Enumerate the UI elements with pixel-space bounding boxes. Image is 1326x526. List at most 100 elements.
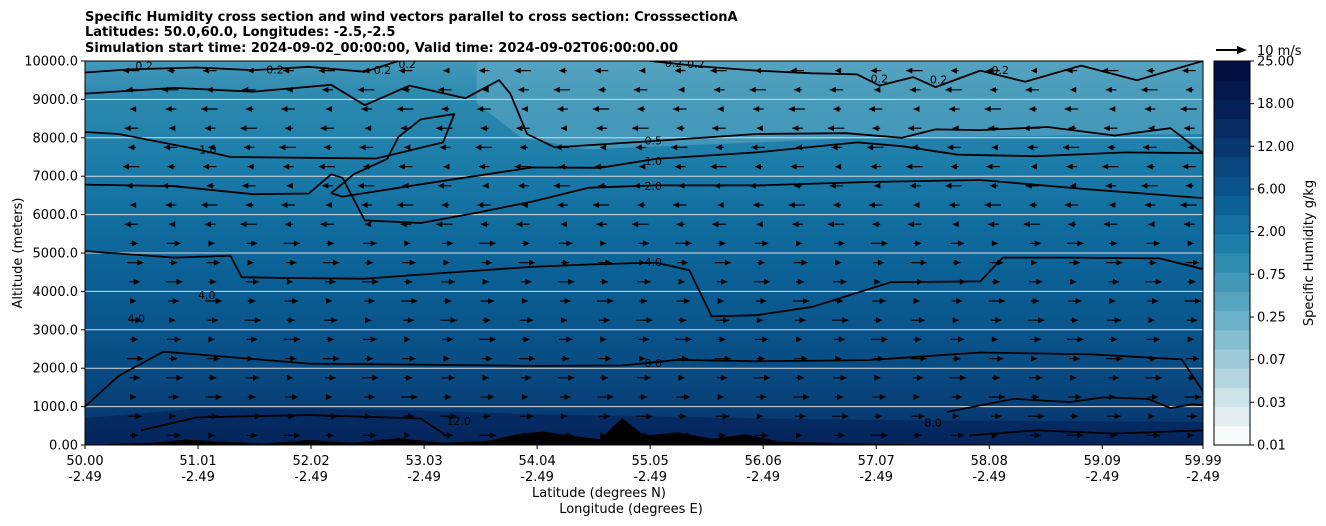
contour-label: 4.0	[645, 256, 663, 269]
wind-vector-head	[723, 413, 730, 420]
wind-vector-head	[639, 163, 646, 170]
wind-vector-head	[370, 240, 377, 247]
x-tick-label-latitude: 50.00	[66, 454, 103, 469]
title-line-2: Latitudes: 50.0,60.0, Longitudes: -2.5,-…	[85, 25, 395, 40]
wind-vector-head	[527, 413, 534, 420]
wind-vector-head	[712, 125, 719, 132]
x-tick-label-longitude: -2.49	[1085, 470, 1119, 485]
wind-vector-head	[560, 317, 567, 324]
wind-vector-head	[361, 202, 368, 208]
wind-vector-head	[1025, 86, 1032, 93]
wind-vector-head	[281, 106, 288, 112]
wind-vector-head	[680, 413, 687, 420]
wind-vector-head	[764, 374, 771, 381]
wind-vector-head	[247, 163, 254, 170]
wind-vector-head	[906, 163, 913, 170]
wind-vector-head	[292, 394, 299, 400]
wind-vector-head	[406, 278, 413, 285]
wind-vector-head	[721, 278, 728, 285]
wind-vector-head	[831, 144, 838, 151]
x-tick-label-longitude: -2.49	[746, 470, 780, 485]
wind-vector-head	[562, 355, 569, 362]
wind-vector-head	[441, 202, 448, 208]
wind-vector-head	[685, 336, 692, 343]
wind-vector-head	[176, 374, 183, 381]
wind-vector-head	[566, 240, 573, 247]
wind-vector-head	[719, 432, 726, 439]
wind-vector-head	[984, 106, 991, 112]
wind-vector-head	[327, 240, 334, 247]
wind-vector-head	[1193, 259, 1200, 266]
wind-vector-head	[1023, 221, 1030, 228]
wind-vector-head	[671, 144, 678, 151]
contour-line-8	[85, 350, 1203, 408]
wind-vector-head	[566, 336, 573, 343]
colorbar-swatch	[1214, 387, 1250, 408]
wind-vector-head	[322, 182, 329, 189]
wind-vector-head	[521, 394, 528, 400]
x-tick-label-longitude: -2.49	[633, 470, 667, 485]
wind-vector-head	[325, 202, 332, 208]
y-tick-label: 7000.0	[33, 170, 79, 185]
wind-vector-head	[1185, 182, 1192, 189]
title-line-3: Simulation start time: 2024-09-02_00:00:…	[85, 41, 678, 56]
wind-vector-head	[762, 240, 769, 247]
wind-vector-head	[249, 394, 256, 400]
wind-vector-head	[714, 86, 721, 93]
wind-vector-head	[833, 106, 840, 112]
wind-vector-head	[797, 374, 804, 381]
wind-vector-head	[133, 374, 140, 381]
colorbar-swatch	[1214, 80, 1250, 100]
colorbar-swatch	[1214, 99, 1250, 120]
plot-contents: 0.2 0.2 0.2 0.2 0.2 0.2 0.2 0.2 0.2 1.0 0.5 1.0 2.0 4…	[85, 61, 1203, 445]
wind-vector-head	[945, 86, 952, 93]
wind-vector-head	[600, 432, 607, 439]
wind-vector-head	[607, 298, 614, 304]
x-tick-label-latitude: 58.08	[971, 454, 1008, 469]
wind-vector-head	[717, 298, 724, 304]
wind-vector-head	[167, 163, 174, 170]
wind-vector-head	[874, 374, 881, 381]
wind-vector-head	[283, 67, 290, 74]
wind-vector-head	[169, 221, 176, 228]
wind-vector-head	[1185, 86, 1192, 93]
contour-line-0-2	[650, 61, 1203, 88]
wind-vector-head	[605, 355, 612, 362]
wind-vector-head	[165, 106, 172, 112]
contour-label: 12.0	[446, 415, 471, 428]
wind-vector-head	[174, 432, 181, 439]
wind-vector-head	[480, 221, 487, 228]
wind-vector-head	[133, 278, 140, 285]
x-axis-label-latitude: Latitude (degrees N)	[532, 486, 666, 501]
wind-vector-head	[439, 144, 446, 151]
x-tick-label-latitude: 56.06	[745, 454, 782, 469]
wind-vector-head	[685, 240, 692, 247]
wind-vector-head	[559, 67, 566, 74]
chart-title: Specific Humidity cross section and wind…	[85, 10, 738, 56]
wind-vector-head	[795, 240, 802, 247]
wind-vector-head	[475, 144, 482, 151]
wind-vector-head	[749, 86, 756, 93]
wind-vector-head	[1144, 106, 1151, 112]
wind-vector-head	[717, 202, 724, 208]
x-tick-label-latitude: 59.09	[1084, 454, 1121, 469]
y-tick-label: 0.00	[49, 439, 78, 454]
wind-vector-head	[329, 278, 336, 285]
wind-vector-head	[400, 125, 407, 132]
wind-vector-head	[327, 432, 334, 439]
wind-vector-head	[320, 221, 327, 228]
wind-vector-head	[368, 394, 375, 400]
wind-vector-head	[1116, 355, 1123, 362]
wind-vector-head	[281, 202, 288, 208]
wind-vector-head	[724, 259, 731, 266]
wind-vector-head	[320, 125, 327, 132]
wind-vector-head	[1182, 67, 1189, 74]
contour-line-8	[946, 396, 1203, 413]
wind-vector-head	[988, 221, 995, 228]
contour-label: 8.0	[924, 416, 942, 429]
wind-vector-head	[991, 336, 998, 343]
wind-vector-head	[872, 125, 879, 132]
wind-vector-head	[1111, 240, 1118, 247]
wind-vector-head	[1036, 374, 1043, 381]
wind-vector-head	[1102, 163, 1109, 170]
